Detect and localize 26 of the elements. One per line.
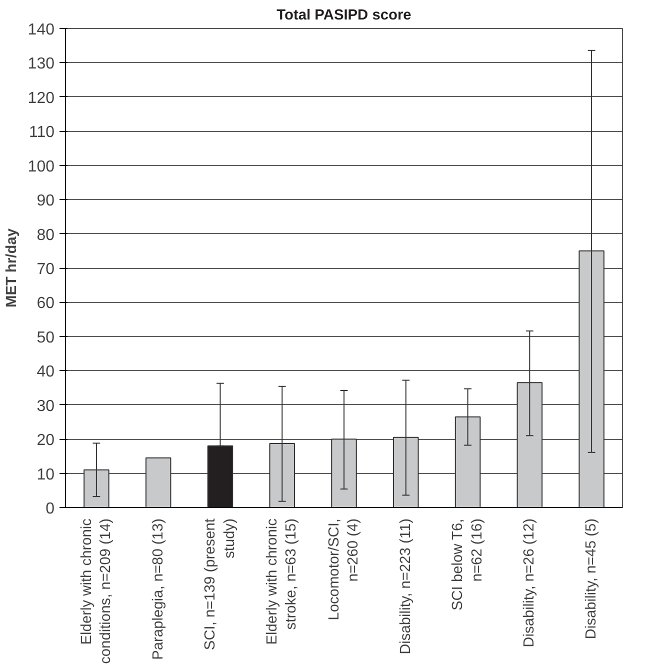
x-tick-label: Disability, n=223 (11) (398, 518, 414, 654)
x-tick-label: Paraplegia, n=80 (13) (150, 518, 166, 660)
chart-title: Total PASIPD score (276, 8, 412, 24)
x-tick-label: Locomotor/SCI, n=260 (4) (326, 518, 362, 620)
y-tick-label: 70 (36, 261, 55, 278)
y-tick-label: 20 (36, 432, 55, 450)
y-tick-label: 110 (28, 124, 55, 142)
y-tick-label: 100 (28, 158, 55, 176)
y-tick-label: 130 (28, 56, 55, 73)
x-tick-label: Disability, n=26 (12) (522, 518, 538, 648)
y-tick-label: 90 (36, 192, 55, 210)
y-tick-label: 60 (36, 295, 55, 312)
x-tick-label: Elderly with chronic stroke, n=63 (15) (264, 518, 300, 645)
x-tick-label: Disability, n=45 (5) (584, 518, 600, 640)
x-tick-label: Elderly with chronic conditions, n=209 (14) (78, 518, 114, 664)
y-tick-label: 0 (46, 500, 55, 518)
x-tick-label: SCI below T6, n=62 (16) (450, 518, 486, 611)
x-tick-label: SCI, n=139 (present study) (202, 518, 238, 650)
y-tick-label: 30 (36, 398, 55, 415)
y-axis-title: MET hr/day (4, 228, 20, 308)
y-tick-label: 50 (36, 329, 55, 346)
y-tick-label: 120 (28, 90, 55, 107)
y-tick-label: 40 (36, 364, 55, 381)
y-tick-label: 10 (36, 466, 55, 484)
y-tick-label: 140 (28, 22, 55, 38)
y-tick-label: 80 (36, 226, 55, 244)
